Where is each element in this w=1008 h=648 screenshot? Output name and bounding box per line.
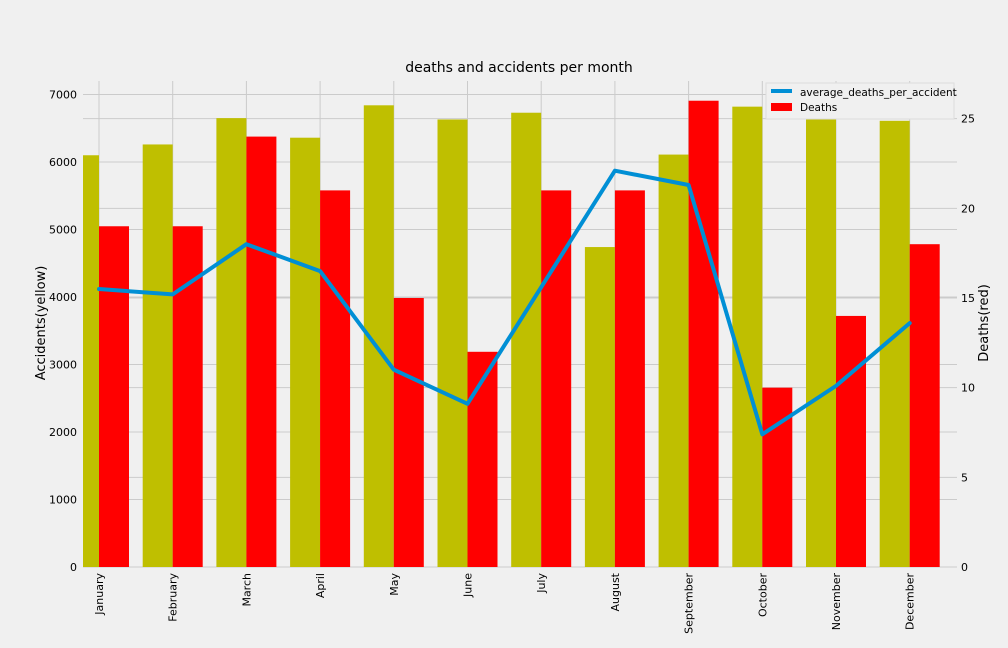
legend-label-line: average_deaths_per_accident (800, 87, 957, 99)
legend-label-deaths: Deaths (800, 102, 837, 114)
y-right-tick-label: 15 (961, 292, 975, 305)
deaths-bar (688, 100, 719, 568)
x-tick-label: March (240, 573, 253, 607)
y-left-tick-label: 2000 (49, 426, 77, 439)
y-right-tick-label: 0 (961, 561, 968, 574)
deaths-bar (467, 351, 498, 567)
y-right-tick-label: 25 (961, 113, 975, 126)
y-left-tick-label: 1000 (49, 494, 77, 507)
deaths-bar (762, 387, 793, 567)
chart-title: deaths and accidents per month (405, 60, 633, 76)
deaths-bar (393, 297, 424, 567)
x-tick-label: May (388, 573, 401, 596)
y-left-label: Accidents(yellow) (34, 266, 49, 381)
accident-bar (290, 137, 321, 567)
x-tick-label: August (609, 572, 622, 611)
legend-bar-swatch (771, 103, 792, 111)
accident-bar (658, 154, 689, 567)
accident-bar (511, 112, 542, 567)
x-tick-label: June (462, 573, 475, 598)
legend-box (765, 82, 955, 120)
x-tick-labels: January February March April May June July Augu… (93, 572, 917, 633)
y-left-tick-label: 0 (70, 561, 77, 574)
left-tick-labels: 0 1000 2000 3000 4000 5000 6000 7000 (49, 89, 77, 575)
y-right-label: Deaths(red) (977, 284, 992, 362)
x-tick-label: November (830, 573, 843, 631)
y-left-tick-label: 6000 (49, 156, 77, 169)
accident-bar (732, 106, 763, 568)
average-deaths-line (97, 168, 912, 437)
right-tick-labels: 0 5 10 15 20 25 (961, 113, 975, 574)
accident-bar (584, 247, 615, 568)
bars-group (83, 99, 940, 568)
x-tick-label: July (535, 573, 548, 594)
deaths-bar (99, 226, 129, 567)
deaths-bar (541, 190, 572, 567)
deaths-bar (836, 315, 866, 567)
legend: average_deaths_per_accident Deaths (765, 82, 957, 120)
accident-bar (83, 155, 99, 567)
x-tick-label: January (93, 573, 106, 616)
line-group (97, 168, 912, 437)
y-right-tick-label: 20 (961, 202, 975, 215)
y-left-tick-label: 4000 (49, 291, 77, 304)
deaths-bar (320, 190, 351, 567)
x-tick-label: April (314, 573, 327, 598)
accident-bar (806, 99, 836, 568)
x-tick-label: December (904, 573, 917, 631)
x-tick-label: September (683, 573, 696, 634)
deaths-bar (909, 244, 940, 568)
y-left-tick-label: 5000 (49, 224, 77, 237)
x-tick-label: October (756, 573, 769, 617)
accident-bar (216, 118, 247, 567)
y-left-tick-label: 3000 (49, 359, 77, 372)
accident-bar (142, 144, 173, 567)
y-right-tick-label: 10 (961, 382, 975, 395)
deaths-bar (246, 136, 277, 567)
y-right-tick-label: 5 (961, 471, 968, 484)
y-left-tick-label: 7000 (49, 89, 77, 102)
accident-bar (437, 119, 468, 567)
deaths-bar (614, 190, 645, 567)
x-tick-label: February (167, 573, 180, 622)
